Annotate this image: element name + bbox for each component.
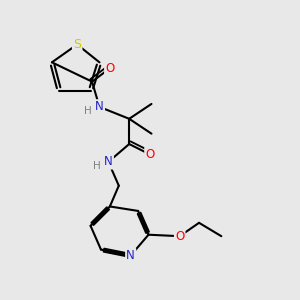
Text: N: N <box>95 100 104 113</box>
Text: S: S <box>73 38 81 51</box>
Text: O: O <box>105 62 115 75</box>
Text: H: H <box>84 106 92 116</box>
Text: H: H <box>93 161 101 171</box>
Text: N: N <box>126 249 135 262</box>
Text: O: O <box>175 230 184 243</box>
Text: N: N <box>104 155 113 168</box>
Text: O: O <box>146 148 154 161</box>
